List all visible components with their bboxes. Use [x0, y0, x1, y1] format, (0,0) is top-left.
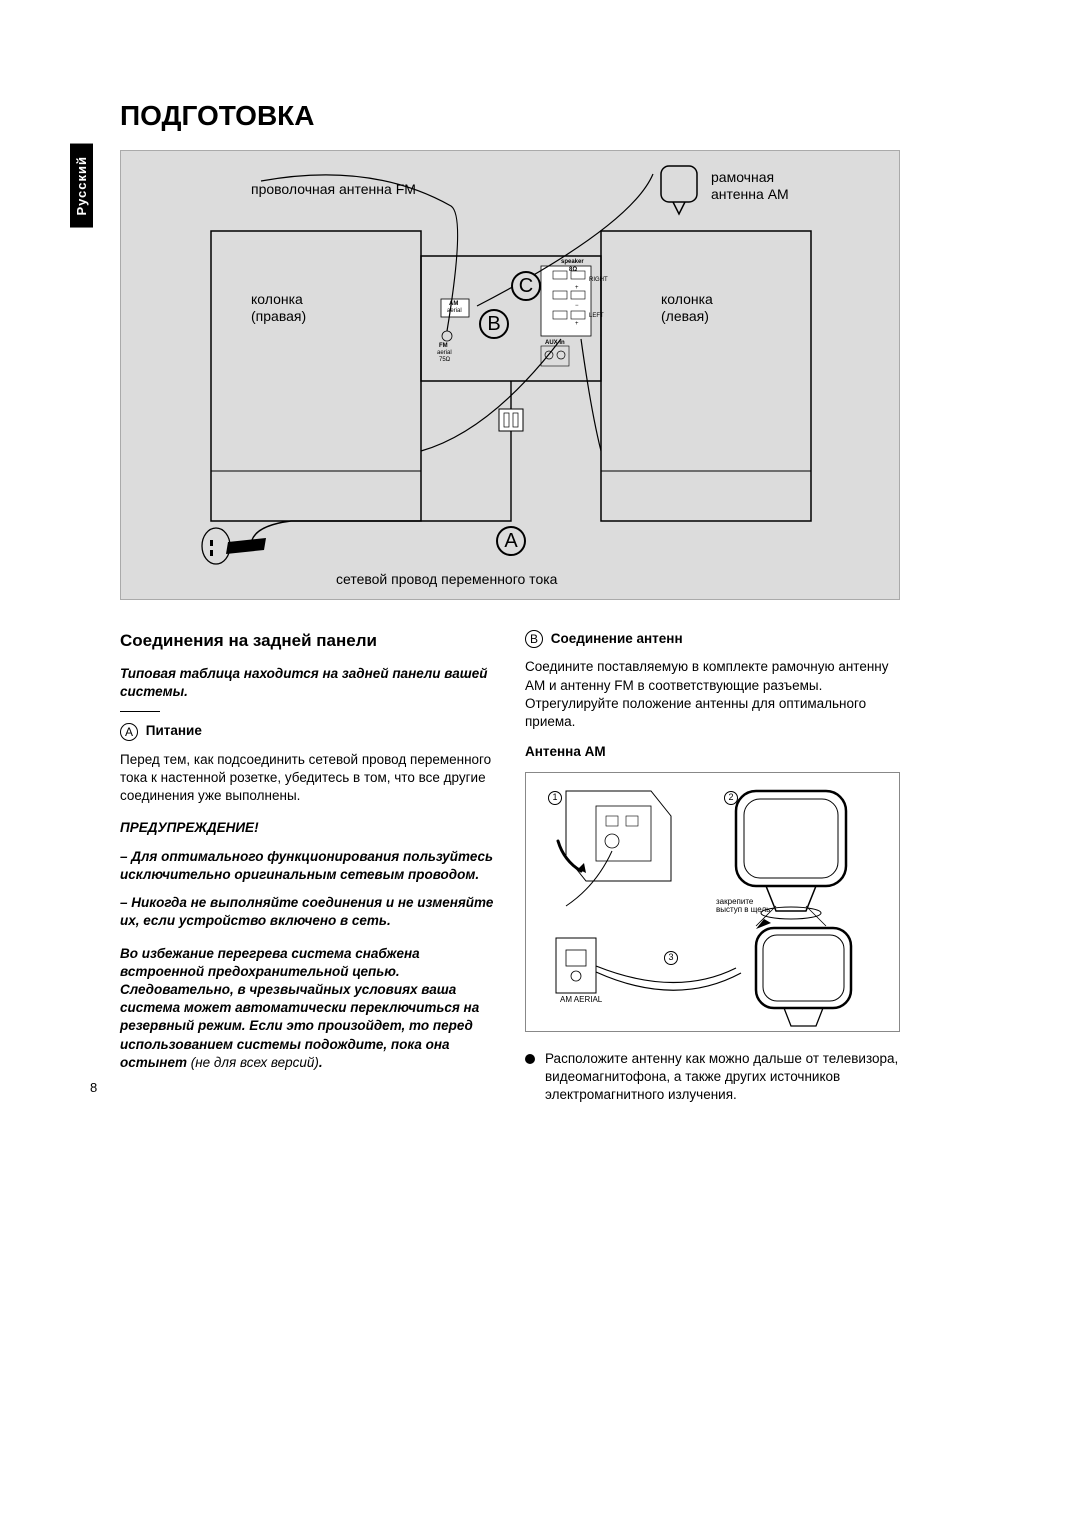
- rear-panel-diagram: проволочная антенна FM рамочная антенна …: [120, 150, 900, 600]
- am-aerial-tiny: AM AERIAL: [560, 995, 602, 1006]
- right-column: B Соединение антенн Соедините поставляем…: [525, 630, 900, 1104]
- left-speaker-label: колонка (левая): [661, 291, 713, 325]
- clip-l1: закрепите: [716, 897, 753, 906]
- page-number: 8: [90, 1080, 97, 1095]
- overheat-tail: (не для всех версий): [191, 1055, 319, 1070]
- step-1: 1: [548, 791, 562, 805]
- a-title: Питание: [146, 723, 202, 738]
- intro-text: Типовая таблица находится на задней пане…: [120, 665, 495, 701]
- content-columns: Соединения на задней панели Типовая табл…: [120, 630, 900, 1104]
- circle-a-icon: A: [120, 723, 138, 741]
- left-column: Соединения на задней панели Типовая табл…: [120, 630, 495, 1104]
- overheat-main: Во избежание перегрева система снабжена …: [120, 946, 479, 1070]
- panel-plus2: +: [575, 321, 579, 327]
- warning-2: – Никогда не выполняйте соединения и не …: [120, 894, 495, 930]
- rspeaker-l2: (правая): [251, 308, 306, 324]
- section-b: B Соединение антенн: [525, 630, 900, 648]
- marker-c: C: [511, 271, 541, 301]
- marker-b: B: [479, 309, 509, 339]
- am-antenna-l1: рамочная: [711, 169, 774, 185]
- warning-heading: ПРЕДУПРЕЖДЕНИЕ!: [120, 819, 495, 837]
- lspeaker-l2: (левая): [661, 308, 709, 324]
- panel-minus: −: [575, 303, 579, 309]
- overheat-dot: .: [319, 1055, 323, 1070]
- antenna-svg: [526, 773, 901, 1033]
- right-speaker-label: колонка (правая): [251, 291, 306, 325]
- rspeaker-l1: колонка: [251, 291, 303, 307]
- fm-antenna-label: проволочная антенна FM: [251, 181, 416, 198]
- bullet-icon: [525, 1054, 535, 1064]
- panel-fm-aerial: aerial: [437, 350, 452, 356]
- panel-8ohm: 8Ω: [569, 267, 577, 273]
- panel-am-aerial: aerial: [447, 308, 462, 314]
- circle-b-icon: B: [525, 630, 543, 648]
- a-text: Перед тем, как подсоединить сетевой пров…: [120, 751, 495, 806]
- panel-fm-ohm: 75Ω: [439, 357, 450, 363]
- page-content: ПОДГОТОВКА: [0, 0, 1080, 1104]
- antenna-am-heading: Антенна АМ: [525, 743, 900, 761]
- bullet-row: Расположите антенну как можно дальше от …: [525, 1050, 900, 1105]
- panel-aux: AUX in: [545, 340, 565, 346]
- panel-speaker: speaker: [561, 259, 584, 265]
- rear-connections-heading: Соединения на задней панели: [120, 630, 495, 653]
- clip-label: закрепите выступ в щель: [716, 898, 770, 916]
- step-3: 3: [664, 951, 678, 965]
- b-text: Соедините поставляемую в комплекте рамоч…: [525, 658, 900, 731]
- am-antenna-label: рамочная антенна AM: [711, 169, 789, 203]
- marker-a: A: [496, 526, 526, 556]
- mains-label: сетевой провод переменного тока: [336, 571, 557, 588]
- clip-l2: выступ в щель: [716, 905, 770, 914]
- panel-am: AM: [449, 301, 458, 307]
- panel-left: LEFT: [589, 313, 604, 319]
- b-title: Соединение антенн: [551, 631, 683, 646]
- section-a: A Питание: [120, 722, 495, 740]
- step-2: 2: [724, 791, 738, 805]
- bullet-text: Расположите антенну как можно дальше от …: [545, 1050, 900, 1105]
- antenna-am-diagram: 1 2 3 закрепите выступ в щель AM AERIAL: [525, 772, 900, 1032]
- page-title: ПОДГОТОВКА: [120, 100, 980, 132]
- overheat-text: Во избежание перегрева система снабжена …: [120, 945, 495, 1073]
- warning-1: – Для оптимального функционирования поль…: [120, 848, 495, 884]
- panel-right: RIGHT: [589, 277, 608, 283]
- panel-fm: FM: [439, 343, 448, 349]
- panel-plus1: +: [575, 285, 579, 291]
- lspeaker-l1: колонка: [661, 291, 713, 307]
- am-antenna-l2: антенна AM: [711, 186, 789, 202]
